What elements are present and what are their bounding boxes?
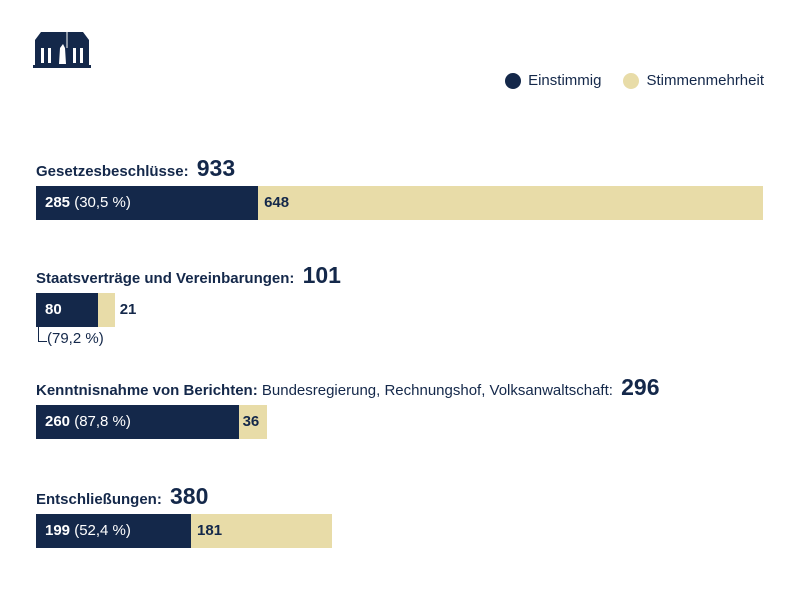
- bar-einstimmig: 80: [36, 293, 99, 327]
- category-total: 380: [170, 483, 209, 509]
- bar-stimmenmehrheit: [238, 405, 267, 439]
- legend-label-stimmenmehrheit: Stimmenmehrheit: [646, 72, 764, 89]
- bar-einstimmig: 260 (87,8 %): [36, 405, 239, 439]
- category-subtitle: Bundesregierung, Rechnungshof, Volksanwa…: [261, 382, 613, 399]
- bar-einstimmig: 285 (30,5 %): [36, 186, 259, 220]
- value-einstimmig: 80: [45, 301, 62, 318]
- legend-swatch-einstimmig: [505, 72, 522, 89]
- value-stimmenmehrheit: 181: [197, 522, 223, 539]
- bar-stimmenmehrheit: 181: [191, 514, 333, 548]
- value-einstimmig: 199: [45, 522, 71, 539]
- value-einstimmig: 285: [45, 194, 71, 211]
- category-label: Staatsverträge und Vereinbarungen:: [36, 270, 295, 287]
- legend-label-einstimmig: Einstimmig: [528, 72, 602, 89]
- value-stimmenmehrheit: 36: [242, 413, 260, 430]
- percent-leader-line: [38, 327, 47, 342]
- value-stimmenmehrheit: 21: [119, 301, 137, 318]
- category-title: Entschließungen: 380: [36, 483, 208, 510]
- category-label: Gesetzesbeschlüsse:: [36, 163, 189, 180]
- category-total: 933: [196, 155, 236, 181]
- bar-stimmenmehrheit: [98, 293, 115, 327]
- legend: Einstimmig Stimmenmehrheit: [505, 72, 764, 89]
- value-einstimmig: 260: [45, 413, 71, 430]
- percent-label: (79,2 %): [47, 330, 104, 347]
- bar-stimmenmehrheit: 648: [258, 186, 763, 220]
- category-title: Staatsverträge und Vereinbarungen: 101: [36, 262, 341, 289]
- category-total: 296: [621, 374, 660, 400]
- bar-einstimmig: 199 (52,4 %): [36, 514, 192, 548]
- legend-swatch-stimmenmehrheit: [623, 72, 640, 89]
- category-label: Entschließungen:: [36, 491, 162, 508]
- category-label: Kenntnisnahme von Berichten:: [36, 382, 258, 399]
- parliament-logo: [33, 28, 91, 75]
- category-title: Kenntnisnahme von Berichten: Bundesregie…: [36, 374, 659, 401]
- percent-label: (87,8 %): [74, 413, 131, 430]
- category-total: 101: [302, 262, 341, 288]
- value-stimmenmehrheit: 648: [264, 194, 290, 211]
- category-title: Gesetzesbeschlüsse: 933: [36, 155, 235, 182]
- percent-label: (30,5 %): [74, 194, 131, 211]
- percent-label: (52,4 %): [74, 522, 131, 539]
